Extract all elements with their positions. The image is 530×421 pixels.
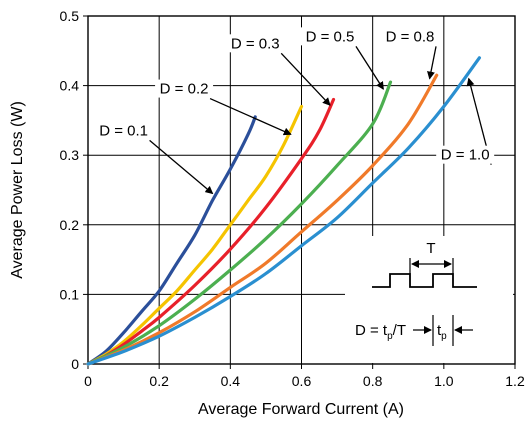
annotation-bg: [381, 27, 440, 46]
x-tick-label: 0.8: [363, 373, 383, 389]
annotation-arrow-d0-1: [149, 139, 214, 195]
annotation-arrow-d0-5: [355, 46, 384, 90]
y-axis-ticks: 0 0.1 0.2 0.3 0.4 0.5: [60, 8, 88, 372]
annotation-bg: [436, 145, 495, 164]
pulse-width-label: tp: [437, 322, 447, 342]
series-curves: [86, 56, 481, 366]
annotation-label-d0-2: D = 0.2: [160, 81, 209, 98]
x-tick-label: 0.4: [221, 373, 241, 389]
y-axis-label: Average Power Loss (W): [9, 101, 26, 279]
series-line-d0-2: [86, 104, 304, 366]
annotation-bg: [300, 27, 359, 46]
x-tick-label: 1.2: [505, 373, 525, 389]
annotation-label-d0-5: D = 0.5: [306, 28, 355, 45]
series-line-d0-3: [86, 97, 336, 366]
inset-waveform: T tp D = tp/T: [345, 236, 513, 363]
annotation-label-d1-0: D = 1.0: [441, 147, 490, 164]
y-tick-label: 0.1: [60, 286, 80, 302]
annotation-label-d0-8: D = 0.8: [386, 28, 435, 45]
x-tick-label: 0: [84, 373, 92, 389]
inset-background: [345, 236, 513, 363]
y-tick-label: 0.2: [60, 217, 80, 233]
y-tick-label: 0.4: [60, 78, 80, 94]
series-line-d0-1: [86, 115, 257, 366]
duty-formula: D = tp/T: [355, 322, 406, 342]
series-line-d1-0: [86, 56, 481, 366]
y-tick-label: 0.3: [60, 147, 80, 163]
annotation-bg: [94, 121, 153, 140]
x-tick-label: 0.6: [292, 373, 312, 389]
y-tick-label: 0: [71, 356, 79, 372]
series-line-d0-5: [86, 80, 393, 366]
y-tick-label: 0.5: [60, 8, 80, 24]
annotation-label-d0-3: D = 0.3: [231, 35, 280, 52]
annotation-bg: [226, 34, 285, 53]
period-label: T: [426, 240, 435, 257]
annotation-arrow-d0-3: [280, 52, 331, 106]
x-axis-label: Average Forward Current (A): [198, 401, 404, 418]
annotation-bg: [155, 79, 214, 98]
curve-annotations: D = 0.1 D = 0.2 D = 0.3 D = 0.5 D = 0.8 D = 1…: [94, 27, 495, 195]
x-axis-ticks: 0 0.2 0.4 0.6 0.8 1.0 1.2: [84, 364, 525, 389]
annotation-label-d0-1: D = 0.1: [99, 122, 148, 139]
x-tick-label: 1.0: [434, 373, 454, 389]
annotation-arrow-d0-2: [209, 97, 292, 136]
series-line-d0-8: [86, 73, 439, 366]
x-tick-label: 0.2: [149, 373, 169, 389]
pulse-waveform: [372, 273, 477, 288]
annotation-arrow-d0-8: [427, 46, 437, 80]
